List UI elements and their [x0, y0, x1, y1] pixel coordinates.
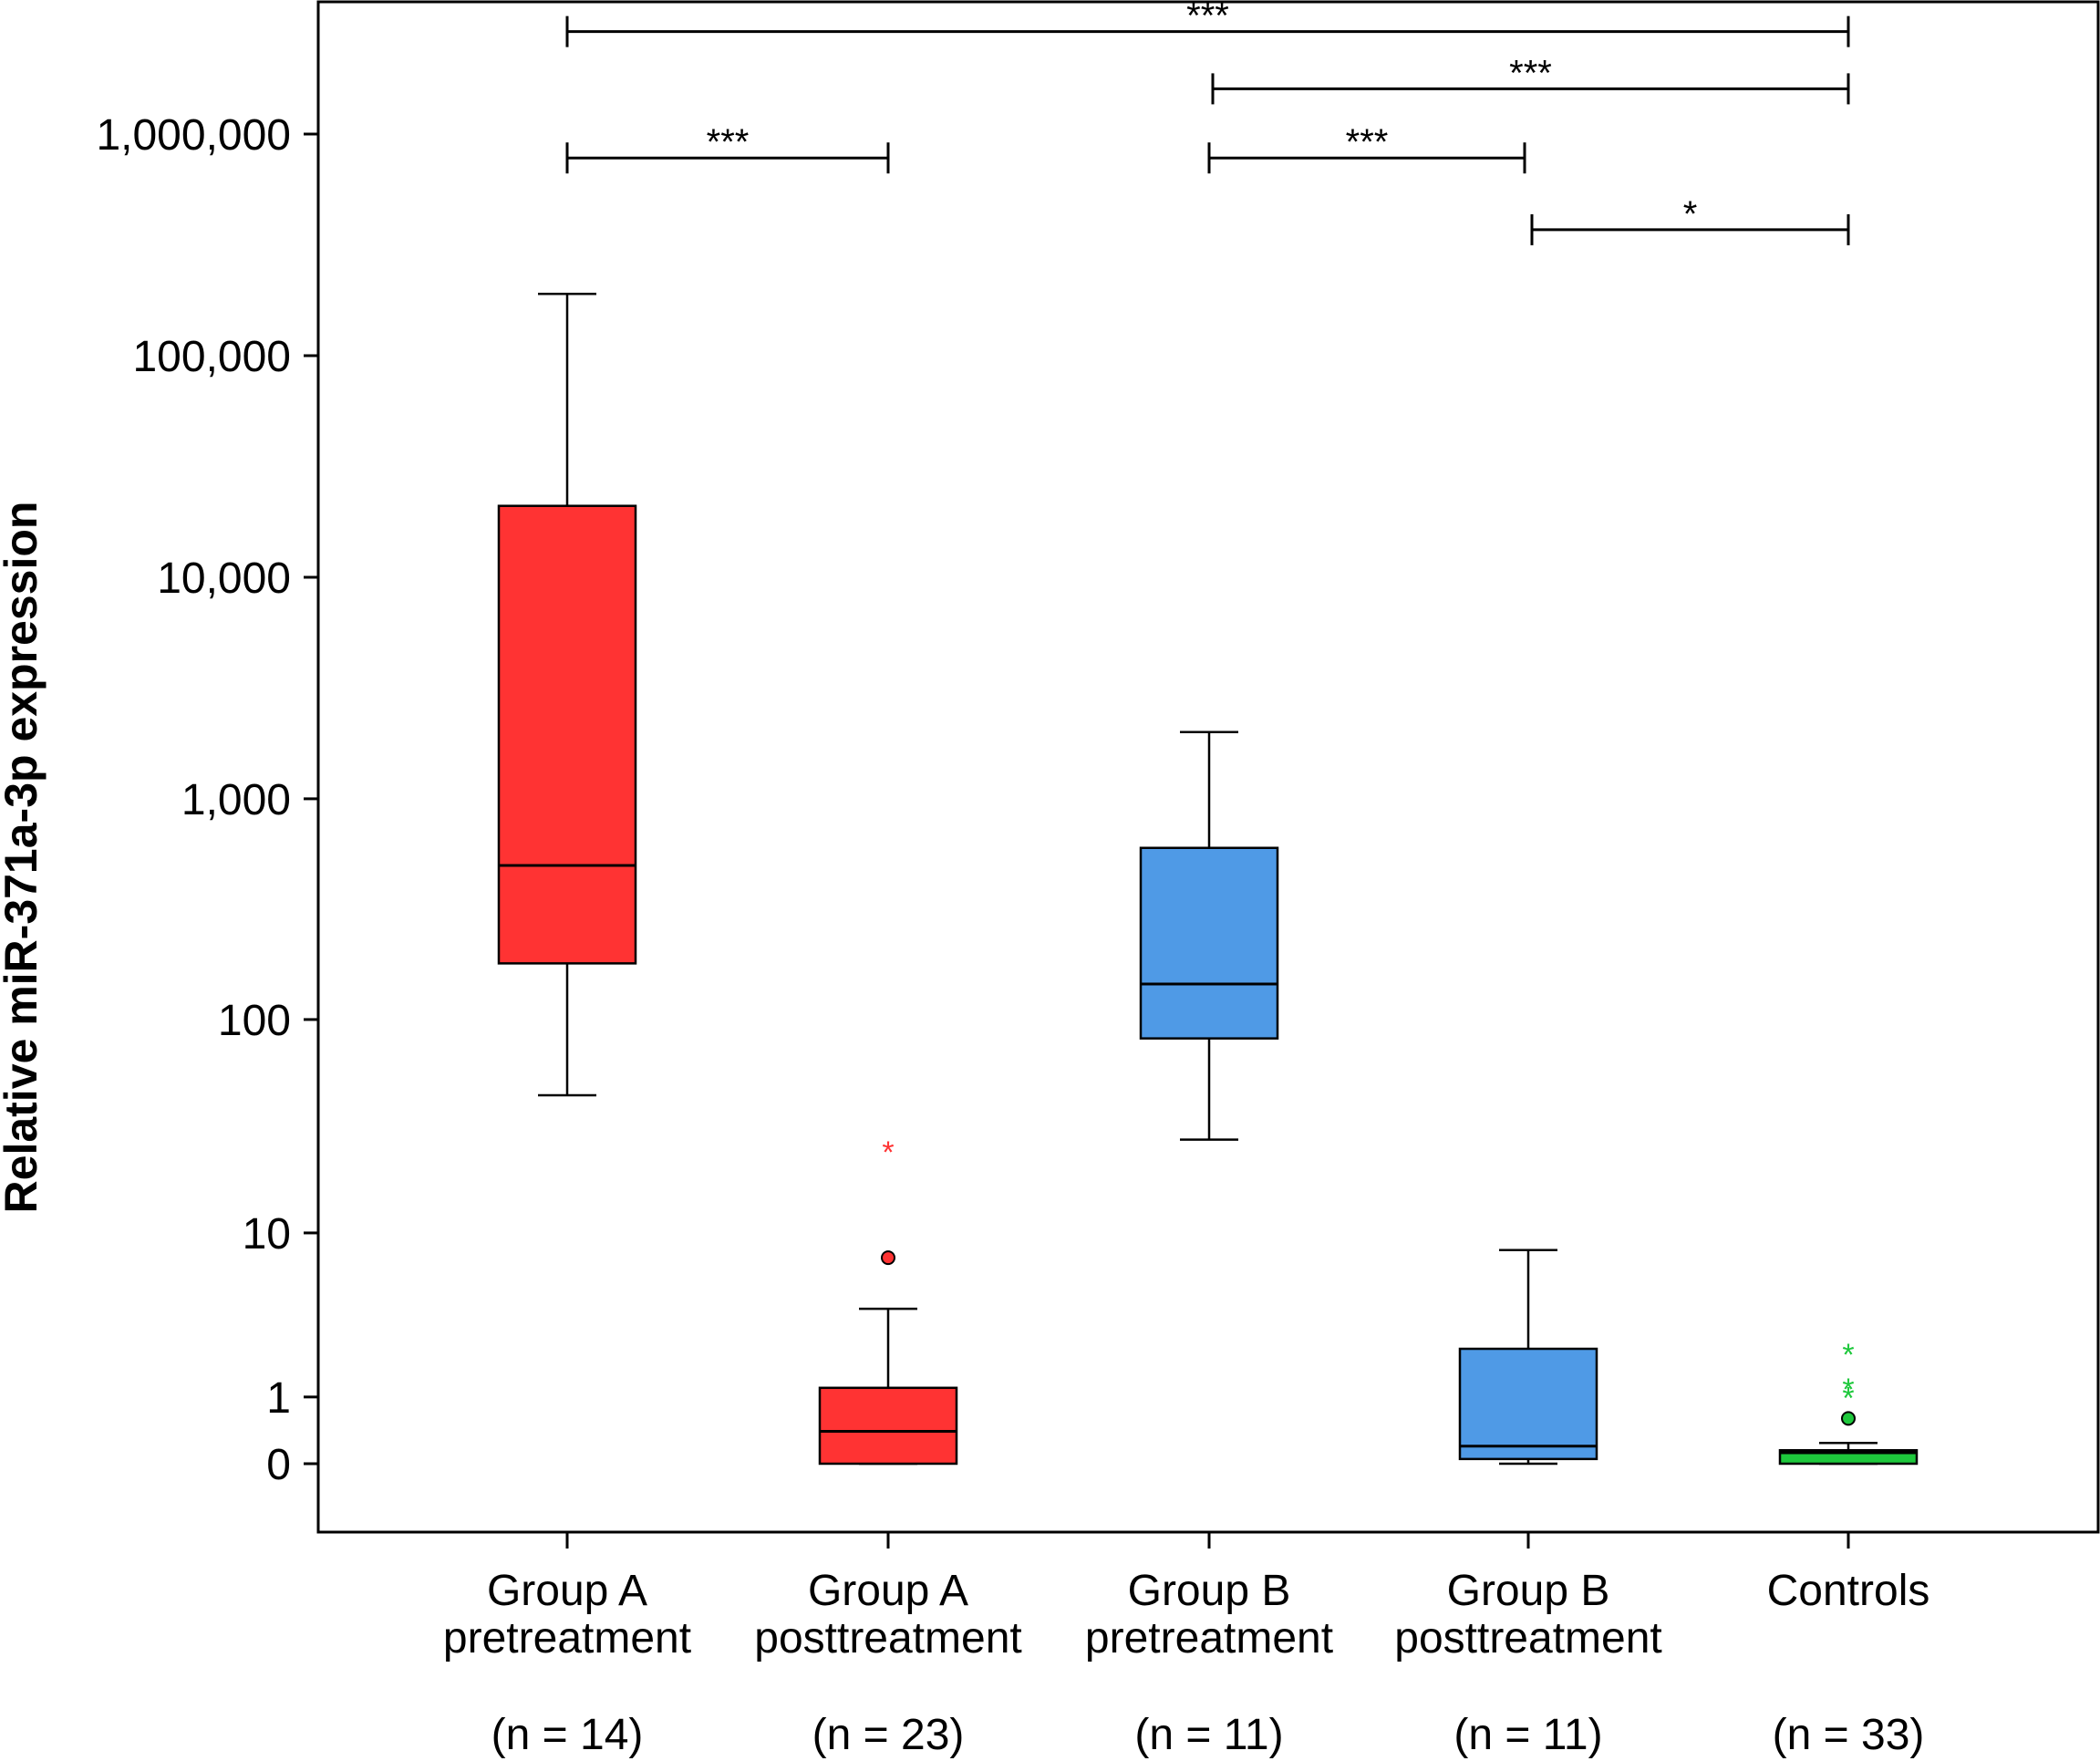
significance-label: *** — [1186, 0, 1229, 36]
y-tick-label: 0 — [266, 1441, 291, 1489]
sample-size-label: (n = 14) — [491, 1711, 644, 1759]
category-label-line2: pretreatment — [443, 1614, 691, 1663]
y-tick-label: 10,000 — [157, 554, 291, 603]
significance-label: * — [1683, 194, 1698, 234]
extreme-point: * — [1842, 1338, 1854, 1373]
significance-bracket: *** — [1207, 122, 1526, 174]
box-group-3 — [1139, 730, 1279, 1141]
category-label: Controls — [1767, 1567, 1930, 1615]
extreme-point: * — [1842, 1382, 1854, 1416]
category-label: Group A — [487, 1567, 647, 1615]
box — [818, 1386, 958, 1466]
extreme-point: * — [882, 1135, 894, 1170]
significance-label: *** — [1509, 53, 1552, 93]
box-group-2: * — [818, 1135, 958, 1466]
sample-size-label: (n = 11) — [1134, 1711, 1283, 1759]
significance-bracket: *** — [565, 0, 1850, 47]
sample-size-label: (n = 33) — [1773, 1711, 1925, 1759]
sample-size-label: (n = 11) — [1453, 1711, 1602, 1759]
y-tick-label: 1,000,000 — [96, 111, 291, 160]
extreme-point: * — [1842, 1373, 1854, 1407]
box — [1458, 1347, 1598, 1461]
category-label: Group B — [1447, 1567, 1610, 1615]
category-label-line2: posttreatment — [1394, 1614, 1661, 1663]
significance-bracket: *** — [565, 122, 890, 174]
significance-bracket: *** — [1211, 53, 1850, 105]
category-label-line2: posttreatment — [754, 1614, 1021, 1663]
box-group-1 — [497, 293, 637, 1097]
y-axis-title: Relative miR-371a-3p expression — [0, 502, 47, 1214]
y-tick-label: 1,000 — [181, 776, 291, 824]
significance-bracket: * — [1530, 194, 1850, 245]
outlier-point — [1841, 1411, 1856, 1426]
box — [1139, 846, 1279, 1040]
significance-label: *** — [1346, 122, 1389, 162]
y-tick-label: 1 — [266, 1374, 291, 1423]
outlier-point — [881, 1250, 895, 1266]
category-label: Group A — [808, 1567, 968, 1615]
box — [497, 504, 637, 965]
y-tick-label: 100 — [218, 997, 291, 1045]
y-tick-label: 100,000 — [132, 333, 291, 381]
box-group-4 — [1458, 1248, 1598, 1466]
category-label: Group B — [1128, 1567, 1291, 1615]
significance-label: *** — [707, 122, 750, 162]
box-group-5: *** — [1778, 1338, 1919, 1466]
category-label-line2: pretreatment — [1085, 1614, 1333, 1663]
y-tick-label: 10 — [243, 1210, 291, 1259]
sample-size-label: (n = 23) — [812, 1711, 965, 1759]
